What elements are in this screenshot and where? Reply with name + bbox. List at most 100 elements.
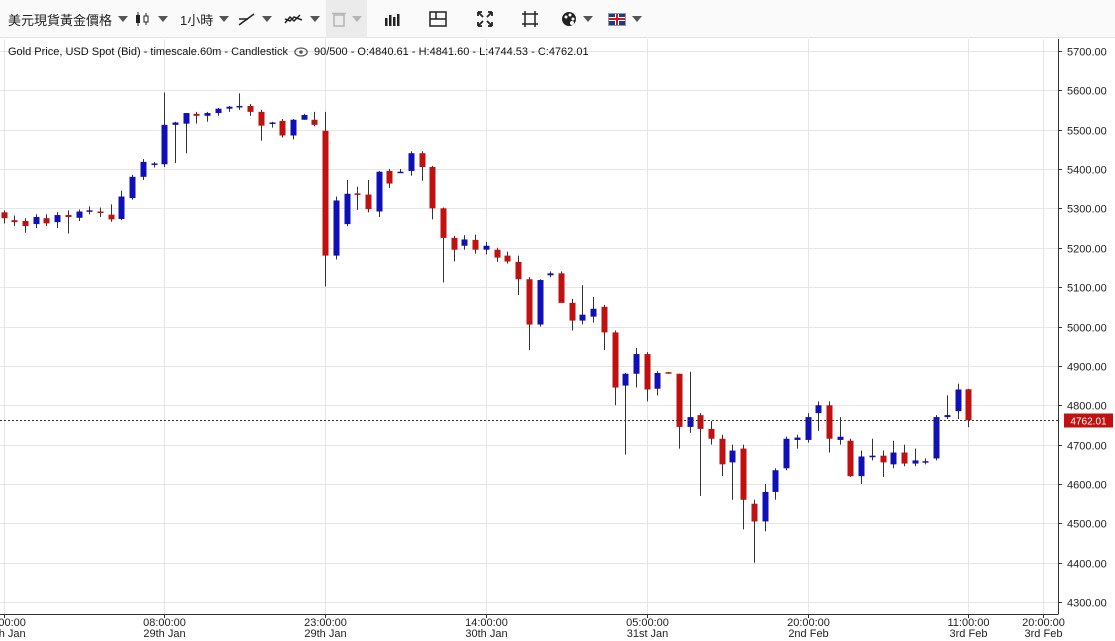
candle <box>108 204 115 222</box>
crop-button[interactable] <box>522 0 538 38</box>
candle <box>708 421 715 445</box>
candle <box>504 251 511 264</box>
symbol-selector[interactable]: 美元現貨黃金價格 <box>8 0 129 38</box>
uk-flag-icon <box>608 12 626 26</box>
candle <box>461 235 468 250</box>
candle <box>869 438 876 461</box>
candle <box>472 234 479 254</box>
x-tick-time: 08:00:00 <box>143 617 186 629</box>
candle-body-up <box>922 461 929 463</box>
chart-type-selector[interactable] <box>134 0 168 38</box>
candle <box>429 165 436 220</box>
candle-body-down <box>193 113 200 116</box>
candle-body-up <box>236 105 243 108</box>
candle-body-up <box>183 113 190 124</box>
candle-body-up <box>633 354 640 374</box>
interval-selector[interactable]: 1小時 <box>180 0 230 38</box>
candle-body-up <box>54 215 61 223</box>
delete-tool-button[interactable] <box>326 0 367 38</box>
candle-body-down <box>569 302 576 321</box>
indicator-icon <box>284 14 303 24</box>
candle <box>65 210 72 234</box>
x-tick-time: 17:00:00 <box>0 617 26 629</box>
palette-icon <box>562 12 576 26</box>
candle-body-up <box>301 115 308 120</box>
candle-body-up <box>33 217 40 225</box>
candle-body-down <box>644 354 651 390</box>
candle <box>537 279 544 327</box>
symbol-label: 美元現貨黃金價格 <box>8 12 113 28</box>
language-selector[interactable] <box>608 0 642 38</box>
candle-body-down <box>504 255 511 262</box>
chevron-down-icon <box>632 16 642 22</box>
candle <box>269 121 276 128</box>
x-tick-date: 31st Jan <box>627 628 669 640</box>
y-tick-label: 5700.00 <box>1067 47 1107 59</box>
chevron-down-icon <box>310 16 320 22</box>
candle-body-up <box>161 124 168 165</box>
fullscreen-button[interactable] <box>477 0 493 38</box>
chart-area[interactable]: 5700.00 5600.00 5500.00 5400.00 5300.00 5200.… <box>0 39 1115 641</box>
candle-body-down <box>43 218 50 224</box>
candle-body-up <box>226 106 233 109</box>
drawing-tool-selector[interactable] <box>238 0 272 38</box>
candle <box>483 241 490 255</box>
candle <box>290 118 297 140</box>
candle <box>826 401 833 453</box>
volume-toggle-button[interactable] <box>384 0 400 38</box>
candle <box>172 121 179 164</box>
candle <box>665 372 672 374</box>
y-tick-label: 4600.00 <box>1067 480 1107 492</box>
toolbar: 美元現貨黃金價格 1小時 <box>0 0 1115 38</box>
candle-body-up <box>397 171 404 174</box>
candle-body-down <box>429 166 436 209</box>
candle <box>333 196 340 260</box>
candle-body-up <box>794 437 801 440</box>
candle <box>301 113 308 120</box>
candle-body-up <box>344 193 351 225</box>
candle <box>526 277 533 351</box>
candle <box>644 352 651 402</box>
candle-body-down <box>494 249 501 258</box>
y-tick-label: 5300.00 <box>1067 204 1107 216</box>
candle-body-down <box>22 220 29 227</box>
candles <box>1 92 972 563</box>
candle-body-down <box>365 194 372 210</box>
candle <box>151 161 158 168</box>
candle-body-down <box>965 389 972 421</box>
layout-button[interactable] <box>429 0 447 38</box>
candle <box>944 395 951 420</box>
candle <box>161 92 168 167</box>
candle <box>386 168 393 188</box>
candle <box>365 179 372 213</box>
y-tick-label: 5400.00 <box>1067 165 1107 177</box>
candle <box>397 168 404 174</box>
y-tick-label: 5600.00 <box>1067 86 1107 98</box>
candle <box>858 450 865 485</box>
candle <box>547 271 554 278</box>
candle-body-up <box>408 153 415 171</box>
eye-icon[interactable] <box>294 47 308 57</box>
candle <box>11 215 18 227</box>
candle <box>494 247 501 262</box>
candle <box>419 151 426 181</box>
candle-body-up <box>890 452 897 465</box>
ohlc-readout: 90/500 - O:4840.61 - H:4841.60 - L:4744.… <box>314 46 589 58</box>
candle <box>815 401 822 431</box>
candle-body-down <box>247 105 254 112</box>
candle-body-down <box>558 273 565 303</box>
candle <box>740 444 747 530</box>
candle <box>118 190 125 221</box>
candle-body-down <box>665 372 672 374</box>
candle-body-up <box>772 470 779 492</box>
candle <box>1 210 8 224</box>
candlestick-chart[interactable]: 5700.00 5600.00 5500.00 5400.00 5300.00 5200.… <box>0 39 1115 641</box>
candle <box>558 271 565 303</box>
candle-body-down <box>279 120 286 136</box>
theme-selector[interactable] <box>561 0 593 38</box>
bar-chart-icon <box>385 14 400 26</box>
x-tick-date: 2nd Feb <box>788 628 828 640</box>
indicator-selector[interactable] <box>284 0 320 38</box>
candle <box>451 235 458 262</box>
candle-body-up <box>933 417 940 459</box>
